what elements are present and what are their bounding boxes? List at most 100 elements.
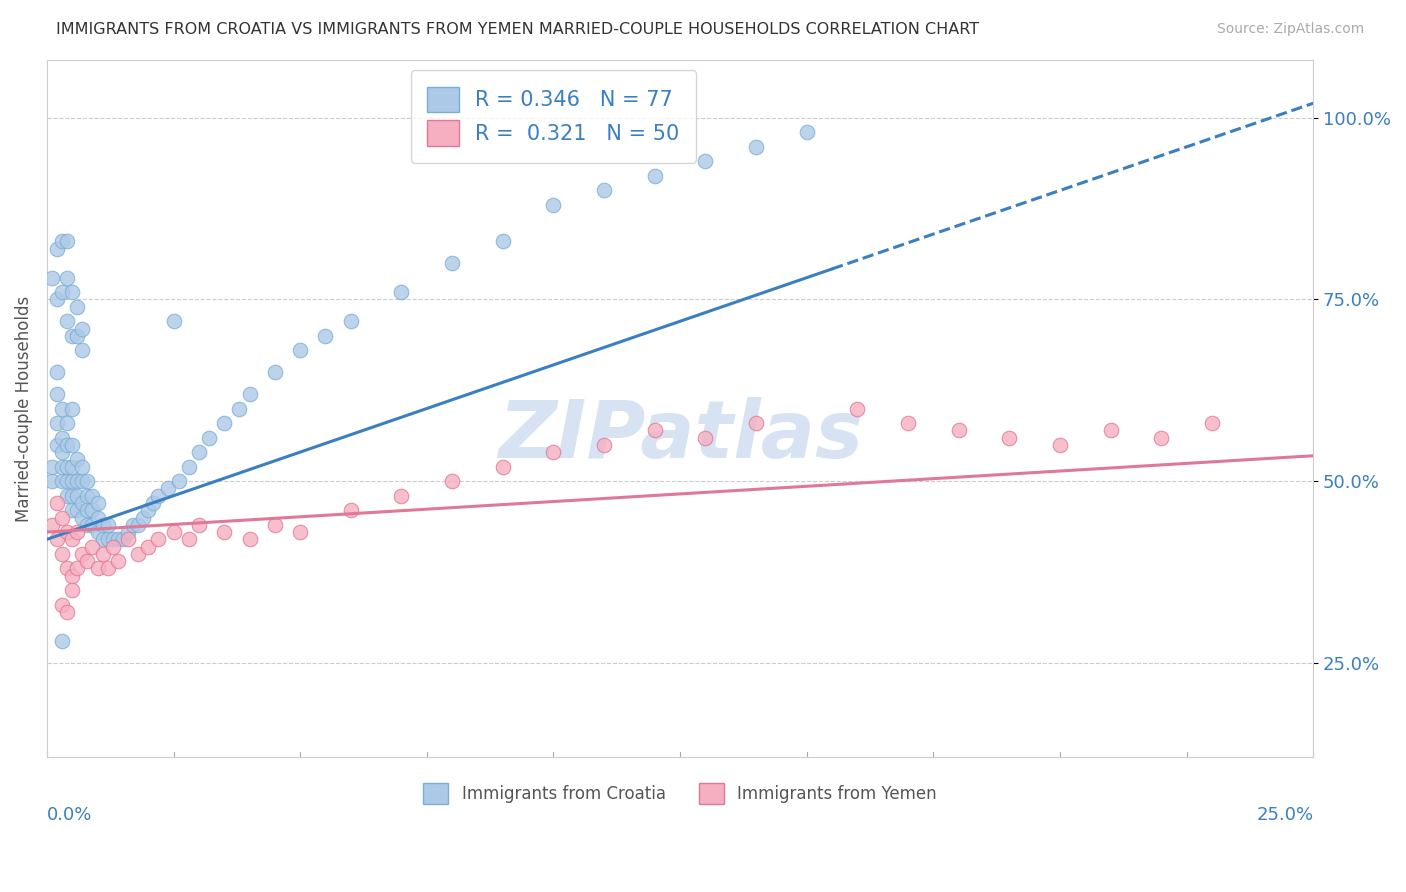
Point: [46, 438, 69, 452]
Point: [107, 533, 129, 547]
Point: [695, 431, 717, 445]
Point: [72, 510, 94, 524]
Point: [46, 293, 69, 307]
Point: [51, 235, 73, 249]
Point: [1150, 431, 1173, 445]
Point: [543, 198, 565, 212]
Point: [86, 510, 108, 524]
Point: [51, 431, 73, 445]
Point: [132, 510, 155, 524]
Point: [51, 598, 73, 612]
Point: [187, 445, 209, 459]
Point: [76, 554, 98, 568]
Point: [238, 387, 260, 401]
Point: [101, 540, 124, 554]
Point: [56, 474, 79, 488]
Point: [148, 533, 170, 547]
Point: [66, 474, 89, 488]
Point: [492, 459, 515, 474]
Point: [72, 547, 94, 561]
Point: [66, 328, 89, 343]
Point: [846, 401, 869, 416]
Point: [56, 561, 79, 575]
Point: [1201, 416, 1223, 430]
Point: [56, 270, 79, 285]
Point: [82, 517, 104, 532]
Point: [91, 517, 114, 532]
Point: [51, 445, 73, 459]
Point: [76, 503, 98, 517]
Point: [51, 547, 73, 561]
Point: [187, 517, 209, 532]
Point: [167, 474, 190, 488]
Point: [46, 533, 69, 547]
Point: [51, 459, 73, 474]
Point: [122, 517, 145, 532]
Point: [745, 416, 768, 430]
Point: [796, 125, 818, 139]
Point: [288, 524, 311, 539]
Point: [212, 524, 235, 539]
Point: [543, 445, 565, 459]
Point: [948, 423, 970, 437]
Point: [695, 154, 717, 169]
Point: [897, 416, 920, 430]
Point: [72, 474, 94, 488]
Point: [228, 401, 250, 416]
Point: [644, 169, 666, 183]
Point: [76, 489, 98, 503]
Point: [56, 438, 79, 452]
Point: [117, 524, 139, 539]
Point: [91, 547, 114, 561]
Point: [60, 459, 83, 474]
Point: [177, 533, 200, 547]
Point: [41, 474, 63, 488]
Point: [66, 489, 89, 503]
Point: [46, 387, 69, 401]
Point: [56, 416, 79, 430]
Point: [97, 533, 120, 547]
Point: [998, 431, 1021, 445]
Point: [1049, 438, 1071, 452]
Point: [97, 561, 120, 575]
Point: [162, 314, 184, 328]
Point: [41, 270, 63, 285]
Point: [51, 474, 73, 488]
Point: [86, 496, 108, 510]
Point: [41, 459, 63, 474]
Point: [60, 474, 83, 488]
Point: [82, 489, 104, 503]
Point: [288, 343, 311, 358]
Point: [41, 517, 63, 532]
Point: [72, 496, 94, 510]
Point: [72, 343, 94, 358]
Point: [127, 517, 149, 532]
Point: [76, 474, 98, 488]
Text: IMMIGRANTS FROM CROATIA VS IMMIGRANTS FROM YEMEN MARRIED-COUPLE HOUSEHOLDS CORRE: IMMIGRANTS FROM CROATIA VS IMMIGRANTS FR…: [56, 22, 980, 37]
Point: [46, 496, 69, 510]
Point: [745, 140, 768, 154]
Point: [127, 547, 149, 561]
Text: ZIPatlas: ZIPatlas: [498, 398, 863, 475]
Point: [66, 503, 89, 517]
Point: [111, 533, 134, 547]
Point: [107, 554, 129, 568]
Point: [56, 489, 79, 503]
Point: [644, 423, 666, 437]
Point: [263, 517, 285, 532]
Point: [142, 496, 165, 510]
Point: [56, 524, 79, 539]
Point: [51, 401, 73, 416]
Point: [66, 452, 89, 467]
Point: [66, 300, 89, 314]
Point: [593, 183, 616, 197]
Point: [51, 510, 73, 524]
Point: [1099, 423, 1122, 437]
Y-axis label: Married-couple Households: Married-couple Households: [15, 295, 32, 522]
Point: [212, 416, 235, 430]
Point: [315, 328, 337, 343]
Point: [97, 517, 120, 532]
Point: [82, 503, 104, 517]
Point: [136, 503, 159, 517]
Point: [441, 474, 464, 488]
